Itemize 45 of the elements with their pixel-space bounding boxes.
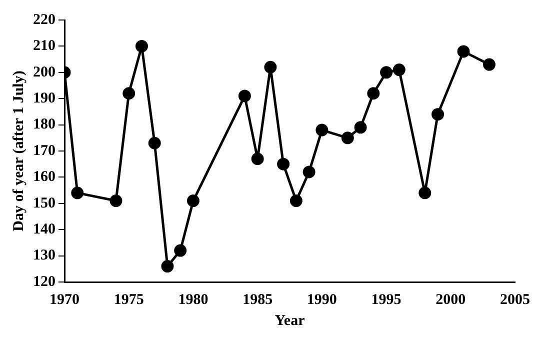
point — [251, 152, 264, 166]
x-tick-label: 1995 — [371, 292, 402, 308]
point — [135, 40, 148, 52]
y-tick-label: 120 — [33, 274, 56, 290]
x-axis-title: Year — [274, 312, 306, 329]
point — [110, 194, 122, 208]
point — [457, 45, 470, 58]
x-tick-label: 1980 — [178, 292, 208, 308]
point — [432, 108, 444, 121]
x-tick-label: 1970 — [50, 292, 80, 308]
point — [316, 124, 328, 136]
y-tick-label: 160 — [33, 169, 56, 186]
point — [392, 64, 406, 76]
point — [367, 87, 380, 100]
point — [483, 58, 496, 71]
point — [161, 260, 174, 273]
y-tick-label: 220 — [33, 12, 56, 28]
point — [354, 121, 367, 134]
x-tick-label: 1990 — [306, 292, 337, 308]
y-tick-label: 180 — [33, 116, 56, 133]
x-tick-label: 2000 — [436, 292, 466, 308]
y-tick-label: 130 — [33, 248, 56, 264]
x-tick-label: 2005 — [500, 292, 530, 308]
point — [341, 132, 354, 144]
y-tick-label: 210 — [33, 38, 56, 54]
y-tick-label: 140 — [33, 221, 56, 238]
x-tick-label: 1985 — [242, 292, 273, 308]
point — [380, 66, 393, 79]
y-tick-label: 170 — [33, 142, 56, 159]
point — [71, 186, 84, 200]
point — [264, 60, 277, 74]
point — [174, 244, 187, 257]
x-tick-label: 1975 — [114, 292, 144, 308]
y-axis-title: Day of year (after 1 July) — [10, 70, 27, 232]
point — [290, 194, 302, 208]
y-tick-label: 190 — [33, 90, 56, 106]
point — [186, 194, 200, 208]
point — [302, 166, 316, 178]
point — [238, 90, 251, 102]
point — [122, 87, 136, 100]
point — [418, 186, 432, 200]
point — [277, 158, 290, 170]
y-tick-label: 150 — [33, 195, 56, 212]
y-tick-label: 200 — [33, 64, 56, 80]
point — [148, 136, 161, 150]
